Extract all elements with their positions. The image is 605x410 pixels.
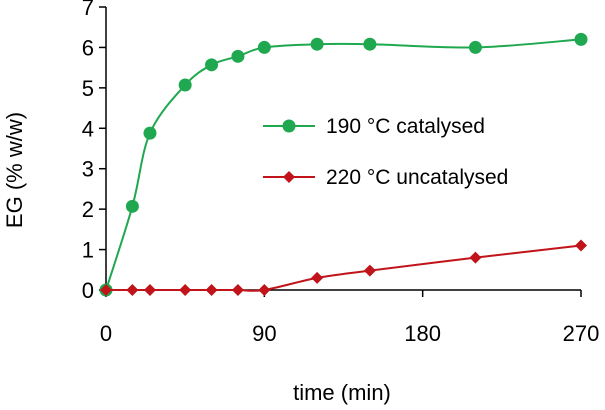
series-line xyxy=(106,244,582,292)
y-ticks: 0 1 2 3 4 5 6 7 xyxy=(82,0,106,303)
x-tick-label: 0 xyxy=(100,321,112,346)
y-tick-label: 2 xyxy=(82,197,94,222)
y-tick-label: 1 xyxy=(82,238,94,263)
x-tick-label: 270 xyxy=(563,321,600,346)
legend-entry-2: 220 °C uncatalysed xyxy=(263,166,508,189)
y-tick-label: 6 xyxy=(82,35,94,60)
data-point xyxy=(468,40,482,54)
data-point xyxy=(231,284,244,296)
data-point xyxy=(257,40,271,54)
y-axis-title: EG (% w/w) xyxy=(2,112,27,228)
data-point xyxy=(205,58,219,72)
data-point xyxy=(363,264,376,277)
series-uncatalysed xyxy=(100,239,587,296)
data-point xyxy=(205,284,218,296)
data-point xyxy=(574,32,588,46)
y-tick-label: 4 xyxy=(82,116,94,141)
data-point xyxy=(363,37,377,51)
data-point xyxy=(258,284,271,296)
x-ticks: 0 90 180 270 xyxy=(100,290,599,346)
x-axis-title: time (min) xyxy=(293,380,391,405)
legend-label-catalysed: 190 °C catalysed xyxy=(326,115,485,138)
y-tick-label: 5 xyxy=(82,76,94,101)
legend-marker-uncatalysed xyxy=(283,171,295,183)
y-tick-label: 0 xyxy=(82,278,94,303)
x-tick-label: 180 xyxy=(404,321,441,346)
legend-marker-catalysed xyxy=(282,119,296,133)
y-tick-label: 3 xyxy=(82,157,94,182)
data-point xyxy=(469,251,482,264)
data-point xyxy=(126,284,139,296)
series-catalysed xyxy=(99,32,588,297)
x-tick-label: 90 xyxy=(252,321,276,346)
legend-label-uncatalysed: 220 °C uncatalysed xyxy=(326,166,508,189)
data-point xyxy=(125,199,139,213)
data-point xyxy=(100,284,112,296)
data-point xyxy=(179,284,192,296)
data-point xyxy=(575,239,587,252)
data-point xyxy=(143,284,156,296)
data-point xyxy=(143,126,157,140)
series-line xyxy=(105,38,582,291)
data-point xyxy=(178,78,192,92)
data-point xyxy=(231,49,245,63)
series xyxy=(99,32,588,297)
legend: 190 °C catalysed 220 °C uncatalysed xyxy=(263,115,508,189)
y-tick-label: 7 xyxy=(82,0,94,20)
data-point xyxy=(310,37,324,51)
legend-entry-1: 190 °C catalysed xyxy=(263,115,485,138)
data-point xyxy=(311,271,324,284)
axes xyxy=(105,7,581,291)
